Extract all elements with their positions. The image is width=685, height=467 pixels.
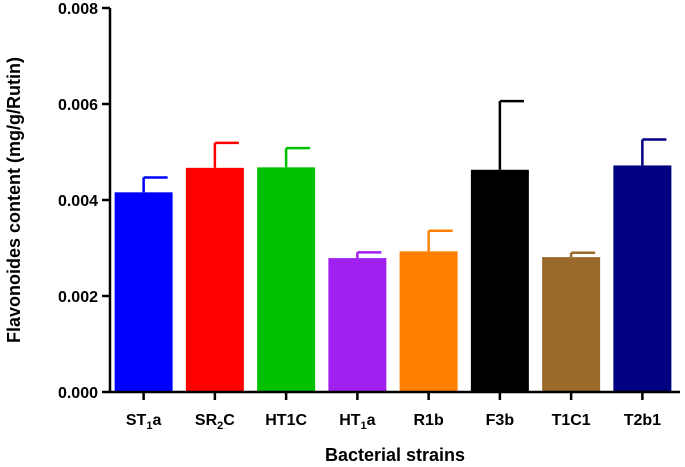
- bar: [114, 192, 173, 392]
- bars-layer: [114, 165, 672, 392]
- y-tick-label: 0.008: [58, 1, 98, 18]
- bar: [470, 169, 529, 392]
- x-category-label: F3b: [486, 412, 515, 429]
- error-bars-layer: [142, 99, 667, 259]
- y-ticks-layer: 0.000 0.002 0.004 0.006 0.008: [58, 1, 110, 402]
- bar: [399, 251, 458, 392]
- x-category-label: HT1a: [339, 412, 375, 432]
- x-category-label: SR2C: [195, 412, 235, 432]
- x-category-label: T2b1: [624, 412, 661, 429]
- x-category-label: R1b: [414, 412, 444, 429]
- y-tick-label: 0.002: [58, 289, 98, 306]
- x-labels-layer: ST1a SR2C HT1C HT1a R1b F3b T1C1 T2b1: [126, 392, 661, 432]
- bar: [542, 257, 601, 392]
- y-tick-label: 0.006: [58, 97, 98, 114]
- bar: [185, 167, 244, 392]
- bar: [328, 258, 387, 392]
- y-tick-label: 0.000: [58, 385, 98, 402]
- x-category-label: ST1a: [126, 412, 162, 432]
- x-category-label: HT1C: [265, 412, 307, 429]
- x-axis-title: Bacterial strains: [325, 445, 465, 465]
- y-axis-title: Flavonoides content (mg/g/Rutin): [4, 57, 24, 343]
- x-category-label: T1C1: [552, 412, 591, 429]
- bar: [613, 165, 672, 392]
- bar: [257, 167, 316, 392]
- y-tick-label: 0.004: [58, 193, 98, 210]
